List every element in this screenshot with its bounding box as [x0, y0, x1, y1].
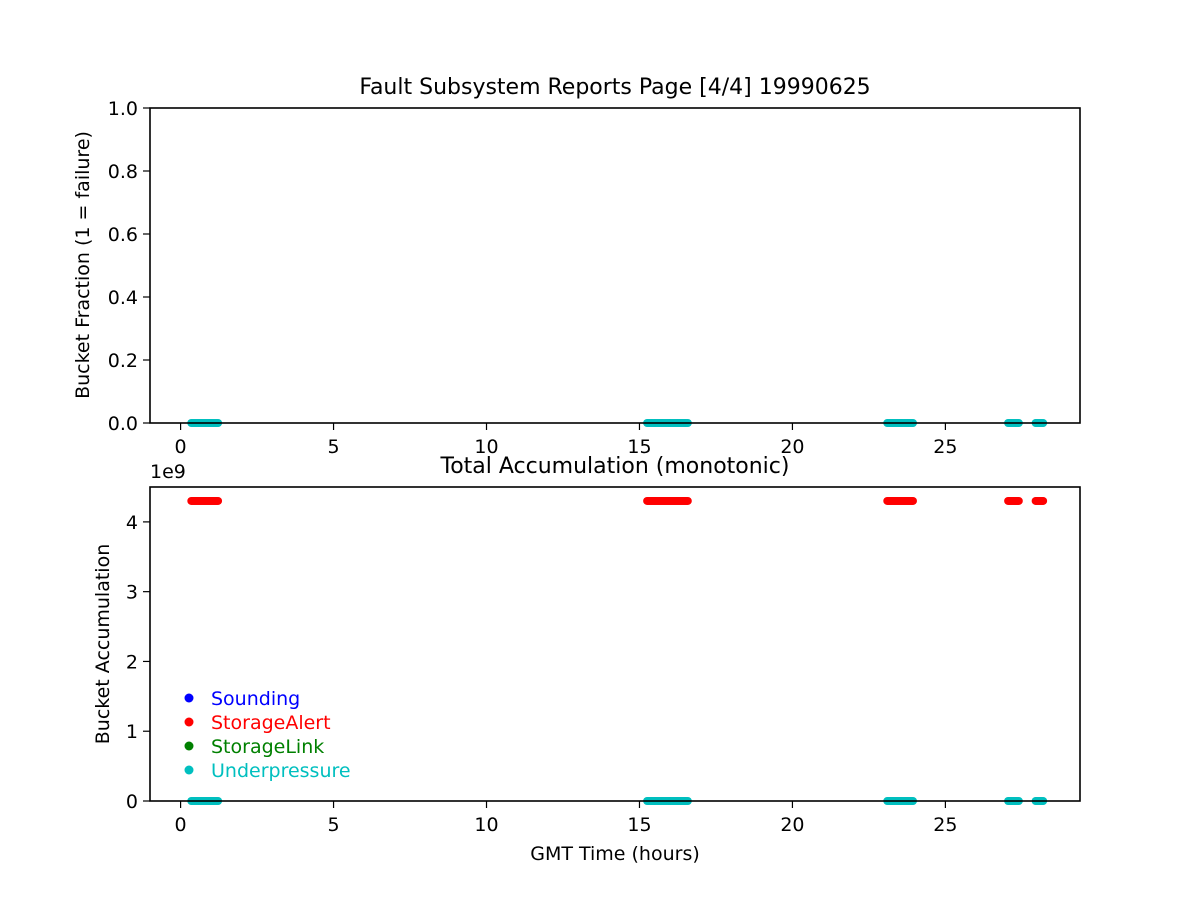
top-y-tick-label: 0.6	[108, 224, 138, 246]
top-chart-title: Fault Subsystem Reports Page [4/4] 19990…	[359, 75, 870, 100]
top-y-axis-label: Bucket Fraction (1 = failure)	[72, 131, 94, 399]
bottom-x-tick-label: 25	[933, 814, 957, 836]
bottom-subplot: Total Accumulation (monotonic) 1e9 Bucke…	[92, 454, 1081, 865]
bottom-chart-title: Total Accumulation (monotonic)	[440, 454, 790, 479]
top-x-tick-label: 15	[627, 436, 651, 458]
bottom-ticks: 0 5 10 15 20 25 0 1 2 3 4	[126, 512, 958, 836]
bottom-y-tick-label: 4	[126, 512, 138, 534]
legend-item-underpressure: Underpressure	[184, 760, 351, 782]
storagealert-point	[214, 496, 223, 505]
bottom-y-tick-label: 3	[126, 582, 138, 604]
legend-label: StorageLink	[211, 736, 324, 758]
legend-item-sounding: Sounding	[184, 688, 300, 710]
legend: SoundingStorageAlertStorageLinkUnderpres…	[184, 688, 351, 782]
bottom-data-marks	[187, 496, 1048, 805]
bottom-y-tick-label: 2	[126, 651, 138, 673]
bottom-y-axis-label: Bucket Accumulation	[92, 544, 114, 745]
legend-marker	[184, 693, 194, 703]
legend-label: Sounding	[211, 688, 300, 710]
bottom-y-tick-label: 0	[126, 791, 138, 813]
storagealert-point	[1014, 496, 1023, 505]
legend-label: Underpressure	[211, 760, 351, 782]
top-subplot: Fault Subsystem Reports Page [4/4] 19990…	[72, 75, 1081, 458]
legend-item-storagealert: StorageAlert	[184, 712, 331, 734]
top-x-tick-label: 20	[780, 436, 804, 458]
top-y-tick-label: 0.8	[108, 161, 138, 183]
bottom-x-tick-label: 10	[474, 814, 498, 836]
storagealert-point	[1039, 496, 1048, 505]
bottom-axes-frame	[149, 486, 1081, 802]
top-x-tick-label: 25	[933, 436, 957, 458]
legend-marker	[184, 741, 194, 751]
top-x-tick-label: 5	[328, 436, 340, 458]
top-x-tick-label: 0	[175, 436, 187, 458]
bottom-y-tick-label: 1	[126, 721, 138, 743]
legend-item-storagelink: StorageLink	[184, 736, 324, 758]
legend-label: StorageAlert	[211, 712, 331, 734]
bottom-x-tick-label: 0	[175, 814, 187, 836]
top-y-tick-label: 0.4	[108, 287, 138, 309]
storagealert-point	[683, 496, 692, 505]
storagealert-point	[908, 496, 917, 505]
bottom-offset-text: 1e9	[150, 461, 186, 483]
top-y-tick-label: 1.0	[108, 98, 138, 120]
legend-marker	[184, 765, 194, 775]
top-y-tick-label: 0.0	[108, 413, 138, 435]
x-axis-label: GMT Time (hours)	[530, 843, 700, 865]
top-x-tick-label: 10	[474, 436, 498, 458]
bottom-x-tick-label: 20	[780, 814, 804, 836]
legend-marker	[184, 717, 194, 727]
bottom-x-tick-label: 15	[627, 814, 651, 836]
top-ticks: 0 5 10 15 20 25 0.0 0.2 0.4 0.6 0.8 1.0	[108, 98, 958, 458]
top-y-tick-label: 0.2	[108, 350, 138, 372]
bottom-x-tick-label: 5	[328, 814, 340, 836]
top-axes-frame	[149, 107, 1081, 424]
